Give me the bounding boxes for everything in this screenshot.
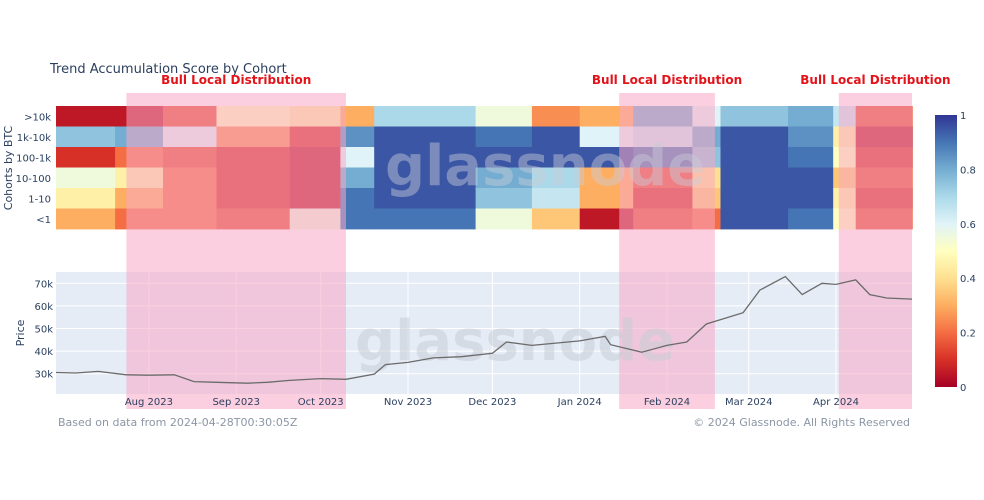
highlight-bands xyxy=(126,93,912,409)
colorbar xyxy=(935,115,957,387)
heatmap-cell xyxy=(531,167,581,189)
heatmap-row-label: 100-1k xyxy=(16,153,51,164)
colorbar-tick-label: 1 xyxy=(960,111,966,122)
price-ytick-label: 60k xyxy=(34,302,53,313)
heatmap-cell xyxy=(475,167,533,189)
heatmap-cell xyxy=(788,188,834,209)
price-ylabel: Price xyxy=(14,319,27,346)
heatmap-cell xyxy=(788,167,834,189)
heatmap-ylabel: Cohorts by BTC xyxy=(2,125,15,210)
colorbar-tick-label: 0 xyxy=(960,383,966,394)
colorbar-ticks: 0 0.2 0.4 0.6 0.8 1 xyxy=(960,111,976,394)
watermark-top: glassnode xyxy=(385,134,705,199)
colorbar-tick-label: 0.8 xyxy=(960,165,976,176)
heatmap-cell xyxy=(720,147,789,168)
price-xtick-label: Feb 2024 xyxy=(644,397,690,408)
heatmap-row-label: 1-10 xyxy=(28,194,51,205)
heatmap-cell xyxy=(531,188,581,209)
heatmap-cell xyxy=(531,126,581,148)
highlight-label: Bull Local Distribution xyxy=(592,73,742,87)
highlight-label: Bull Local Distribution xyxy=(161,73,311,87)
heatmap-cell xyxy=(788,147,834,168)
heatmap-cell xyxy=(475,147,533,168)
chart-title: Trend Accumulation Score by Cohort xyxy=(49,62,287,77)
price-xtick-label: Apr 2024 xyxy=(813,397,859,408)
price-ytick-label: 40k xyxy=(34,347,53,358)
price-xtick-label: Sep 2023 xyxy=(212,397,259,408)
heatmap-cell xyxy=(720,106,789,127)
price-xtick-label: Oct 2023 xyxy=(298,397,344,408)
heatmap-cell xyxy=(475,126,533,148)
price-xtick-label: Mar 2024 xyxy=(725,397,773,408)
colorbar-tick-label: 0.6 xyxy=(960,220,976,231)
heatmap-cell xyxy=(340,126,375,148)
heatmap-cell xyxy=(475,106,533,127)
heatmap-cell xyxy=(788,106,834,127)
price-ytick-label: 50k xyxy=(34,325,53,336)
footnote-right: © 2024 Glassnode. All Rights Reserved xyxy=(693,416,910,429)
heatmap-cell xyxy=(374,188,477,209)
heatmap-cell xyxy=(56,188,116,209)
heatmap-cell xyxy=(340,188,375,209)
heatmap-row-label: 10-100 xyxy=(16,174,51,185)
price-ytick-label: 70k xyxy=(34,279,53,290)
heatmap-row-label: <1 xyxy=(36,215,51,226)
heatmap-cell xyxy=(340,208,375,230)
heatmap-cell xyxy=(56,147,116,168)
heatmap-cell xyxy=(531,208,581,230)
heatmap-cell xyxy=(374,106,477,127)
heatmap-cell xyxy=(56,126,116,148)
heatmap-cell xyxy=(340,147,375,168)
watermark-bottom: glassnode xyxy=(355,309,675,374)
price-xtick-label: Jan 2024 xyxy=(557,397,602,408)
heatmap-cell xyxy=(475,208,533,230)
highlight-band xyxy=(619,93,715,409)
heatmap-cell xyxy=(374,147,477,168)
colorbar-tick-label: 0.2 xyxy=(960,329,976,340)
highlight-label: Bull Local Distribution xyxy=(800,73,950,87)
heatmap-cell xyxy=(531,147,581,168)
highlight-labels: Bull Local Distribution Bull Local Distri… xyxy=(161,73,950,87)
heatmap-cell xyxy=(56,167,116,189)
price-series-line xyxy=(55,275,913,384)
heatmap-cell xyxy=(340,106,375,127)
price-line xyxy=(55,275,913,384)
heatmap-row-label: 1k-10k xyxy=(17,133,51,144)
heatmap-cell xyxy=(788,126,834,148)
heatmap-cell xyxy=(56,106,116,127)
heatmap-cell xyxy=(56,208,116,230)
heatmap-cell xyxy=(788,208,834,230)
heatmap-cell xyxy=(475,188,533,209)
axes: >10k 1k-10k 100-1k 10-100 1-10 <1 30k 40k 50k 60k… xyxy=(16,112,859,408)
heatmap-cell xyxy=(720,208,789,230)
heatmap-cell xyxy=(374,208,477,230)
footnote-left: Based on data from 2024-04-28T00:30:05Z xyxy=(58,416,298,429)
price-ytick-label: 30k xyxy=(34,370,53,381)
price-xtick-label: Aug 2023 xyxy=(125,397,173,408)
price-xtick-label: Nov 2023 xyxy=(384,397,432,408)
heatmap-cell xyxy=(720,167,789,189)
highlight-band xyxy=(126,93,347,409)
highlight-band xyxy=(838,93,912,409)
heatmap-cell xyxy=(374,167,477,189)
heatmap-cell xyxy=(340,167,375,189)
heatmap-cell xyxy=(720,126,789,148)
heatmap-cell xyxy=(374,126,477,148)
price-xtick-label: Dec 2023 xyxy=(468,397,516,408)
heatmap-row-label: >10k xyxy=(24,112,51,123)
colorbar-tick-label: 0.4 xyxy=(960,274,976,285)
heatmap-cell xyxy=(531,106,581,127)
heatmap-cell xyxy=(720,188,789,209)
